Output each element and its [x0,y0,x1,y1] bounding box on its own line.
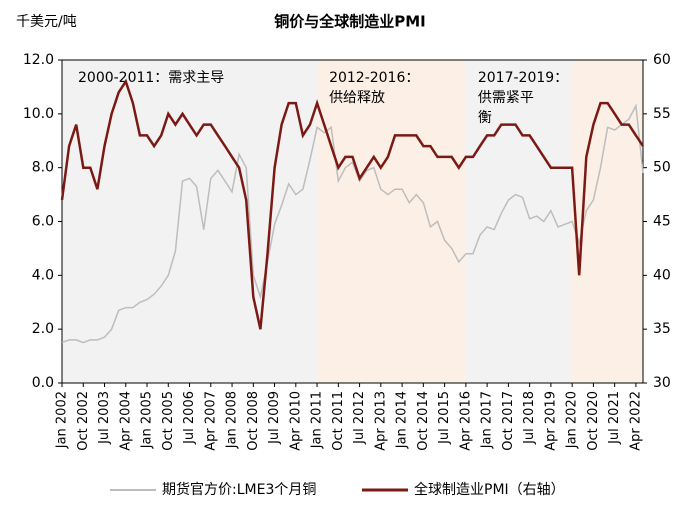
x-tick-label: Apr 2007 [203,391,218,451]
period-label: 供需紧平 [478,90,534,106]
y-tick-label: 6.0 [32,214,54,230]
x-tick-label: Jul 2015 [437,391,452,445]
y-tick-label: 0.0 [32,375,54,391]
x-tick-label: Jan 2014 [395,391,410,449]
x-tick-label: Oct 2002 [76,391,91,451]
y2-tick-label: 35 [653,321,671,337]
x-tick-label: Jan 2005 [140,391,155,449]
y-tick-label: 4.0 [32,267,54,283]
y-tick-label: 10.0 [23,106,54,122]
y-tick-label: 8.0 [32,160,54,176]
series-line [60,78,645,330]
x-tick-label: Apr 2019 [543,391,558,451]
x-tick-label: Jan 2002 [55,391,70,449]
x-tick-label: Oct 2014 [416,391,431,451]
period-label: 供给释放 [329,90,385,106]
y2-tick-label: 50 [653,160,671,176]
legend-label: 期货官方价:LME3个月铜 [162,481,316,498]
y-tick-label: 2.0 [32,321,54,337]
series-line [61,103,644,344]
period-label: 2017-2019： [478,70,568,86]
x-tick-label: Jan 2017 [480,391,495,449]
period-band [317,60,466,383]
x-tick-label: Jul 2012 [352,391,367,445]
period-label: 衡 [478,110,492,126]
period-label: 2000-2011：需求主导 [78,70,224,86]
y-axis-label: 千美元/吨 [16,14,77,30]
y2-tick-label: 40 [653,267,671,283]
y2-tick-label: 55 [653,106,671,122]
x-tick-label: Apr 2022 [628,391,643,451]
y2-tick-label: 60 [653,52,671,68]
x-tick-label: Jul 2006 [182,391,197,445]
legend-label: 全球制造业PMI（右轴） [414,481,565,498]
chart-title: 铜价与全球制造业PMI [274,13,426,31]
x-tick-label: Jul 2009 [267,391,282,445]
x-tick-label: Jan 2020 [565,391,580,449]
period-label: 2012-2016： [329,70,419,86]
x-tick-label: Oct 2020 [586,391,601,451]
period-band [62,60,318,383]
x-tick-label: Jan 2008 [225,391,240,449]
y2-tick-label: 45 [653,214,671,230]
y-tick-label: 12.0 [23,52,54,68]
x-tick-label: Apr 2004 [118,391,133,451]
x-tick-label: Oct 2017 [501,391,516,451]
x-tick-label: Jul 2018 [522,391,537,445]
x-tick-label: Jan 2011 [310,391,325,449]
x-tick-label: Jul 2003 [97,391,112,445]
x-tick-label: Oct 2005 [161,391,176,451]
x-tick-label: Apr 2010 [288,391,303,451]
x-tick-label: Apr 2013 [373,391,388,451]
x-tick-label: Oct 2008 [246,391,261,451]
x-tick-label: Apr 2016 [458,391,473,451]
x-tick-label: Oct 2011 [331,391,346,451]
x-tick-label: Jul 2021 [607,391,622,445]
y2-tick-label: 30 [653,375,671,391]
period-band [465,60,573,383]
